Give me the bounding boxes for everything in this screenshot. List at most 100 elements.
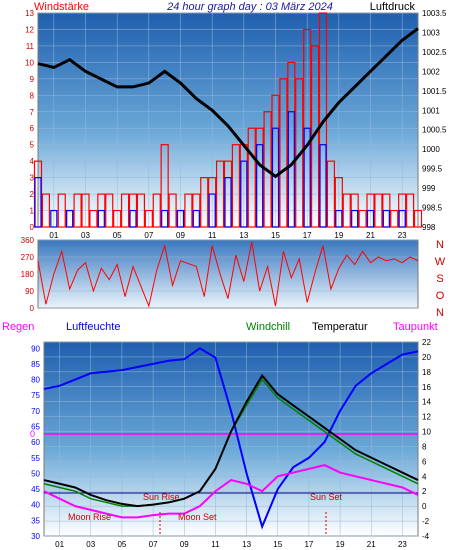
- wind-bar: [374, 193, 383, 228]
- hour-tick: 19: [336, 540, 345, 549]
- gust-bar: [335, 209, 343, 228]
- temperature-tick: -4: [422, 532, 430, 541]
- pressure-axis: 998 998.5 999 999.5 1000 1000.5 1001 1001.5 1002…: [422, 9, 447, 232]
- climate-series: [43, 347, 419, 530]
- wind-bar: [247, 127, 256, 228]
- legend-dewpoint: Taupunkt: [393, 321, 438, 333]
- hour-tick: 23: [398, 540, 407, 549]
- wind-bar: [113, 209, 122, 228]
- gust-bar: [398, 209, 406, 228]
- gust-bar: [192, 209, 200, 228]
- temperature-tick: 6: [422, 457, 427, 466]
- pressure-line: [37, 27, 419, 179]
- gust-bar: [287, 111, 295, 228]
- hour-tick: 05: [117, 540, 126, 549]
- compass-label: N: [436, 307, 444, 319]
- hour-tick: 13: [239, 231, 248, 240]
- sun-set-label: Sun Set: [310, 492, 343, 502]
- pressure-tick: 998: [422, 223, 436, 232]
- temperature-tick: 0: [422, 502, 427, 511]
- wind-strength-tick: 11: [26, 42, 35, 51]
- gust-bars: [34, 111, 406, 228]
- hour-tick: 07: [149, 540, 158, 549]
- wind-bar: [81, 193, 90, 228]
- hour-tick: 03: [86, 540, 95, 549]
- wind-panel: [37, 12, 419, 228]
- wind-bar: [231, 144, 241, 228]
- humidity-tick: 45: [31, 485, 40, 494]
- legend-rain: Regen: [2, 321, 34, 333]
- temperature-tick: 12: [422, 413, 431, 422]
- humidity-tick: 50: [31, 469, 40, 478]
- pressure-series: [37, 27, 419, 179]
- wind-bar: [152, 193, 161, 228]
- humidity-tick: 60: [31, 438, 40, 447]
- wind-direction-line: [37, 241, 419, 308]
- temperature-tick: 22: [422, 338, 431, 347]
- wind-panel-grid: [38, 12, 418, 228]
- wind-bar: [342, 193, 351, 228]
- gust-bar: [97, 209, 105, 228]
- hour-tick: 11: [208, 231, 217, 240]
- wind-strength-tick: 9: [30, 75, 35, 84]
- wind-bar: [41, 193, 51, 228]
- wind-bar: [358, 209, 367, 228]
- moon-rise-label: Moon Rise: [68, 512, 111, 522]
- wind-bar: [168, 193, 177, 228]
- wind-bar: [390, 209, 399, 228]
- compass-label: N: [436, 239, 444, 251]
- wind-direction-tick: 90: [25, 287, 34, 296]
- wind-direction-axis: 0 90 180 270 360: [21, 236, 35, 313]
- temperature-tick: 14: [422, 398, 431, 407]
- wind-strength-tick: 1: [30, 207, 35, 216]
- pressure-tick: 998.5: [422, 204, 443, 213]
- pressure-tick: 999.5: [422, 165, 443, 174]
- wind-strength-tick: 10: [25, 58, 34, 67]
- wind-bar: [73, 193, 82, 228]
- climate-grid: [44, 341, 418, 537]
- hour-tick: 05: [113, 231, 122, 240]
- hour-tick: 15: [271, 231, 280, 240]
- temperature-tick: -2: [422, 517, 430, 526]
- humidity-tick: 30: [31, 532, 40, 541]
- gust-bar: [129, 209, 137, 228]
- hour-tick: 19: [334, 231, 343, 240]
- humidity-series: [43, 347, 419, 530]
- hour-tick: 03: [81, 231, 90, 240]
- wind-direction-tick: 270: [21, 253, 35, 262]
- pressure-tick: 1001: [422, 106, 440, 115]
- hour-tick: 01: [49, 231, 58, 240]
- temperature-tick: 10: [422, 428, 431, 437]
- pressure-tick: 1003: [422, 28, 440, 37]
- humidity-tick: 85: [31, 360, 40, 369]
- wind-bar: [413, 209, 423, 228]
- wind-strength-tick: 6: [30, 124, 35, 133]
- humidity-tick: 35: [31, 516, 40, 525]
- wind-direction-grid: [38, 239, 418, 309]
- rain-zero-label: 0: [30, 429, 35, 439]
- page-title: 24 hour graph day : 03 März 2024: [166, 1, 333, 13]
- compass-label: W: [435, 256, 446, 268]
- hour-axis-top: 01 03 05 07 09 11 13 15 17 19 21 23: [49, 231, 407, 240]
- wind-bar: [136, 193, 146, 228]
- wind-strength-tick: 5: [30, 141, 35, 150]
- gust-bar: [208, 193, 216, 228]
- temperature-tick: 4: [422, 472, 427, 481]
- hour-tick: 09: [180, 540, 189, 549]
- gust-bar: [34, 177, 42, 228]
- humidity-tick: 40: [31, 501, 40, 510]
- wind-bar: [215, 160, 225, 228]
- wind-bar: [144, 209, 153, 228]
- temperature-tick: 8: [422, 442, 427, 451]
- wind-direction-series: [37, 241, 419, 308]
- hour-tick: 07: [144, 231, 153, 240]
- compass-label: S: [436, 273, 443, 285]
- gust-bar: [303, 127, 311, 228]
- pressure-tick: 1000.5: [422, 126, 447, 135]
- gust-bar: [66, 209, 74, 228]
- pressure-tick: 1002.5: [422, 48, 447, 57]
- wind-bar: [105, 193, 114, 228]
